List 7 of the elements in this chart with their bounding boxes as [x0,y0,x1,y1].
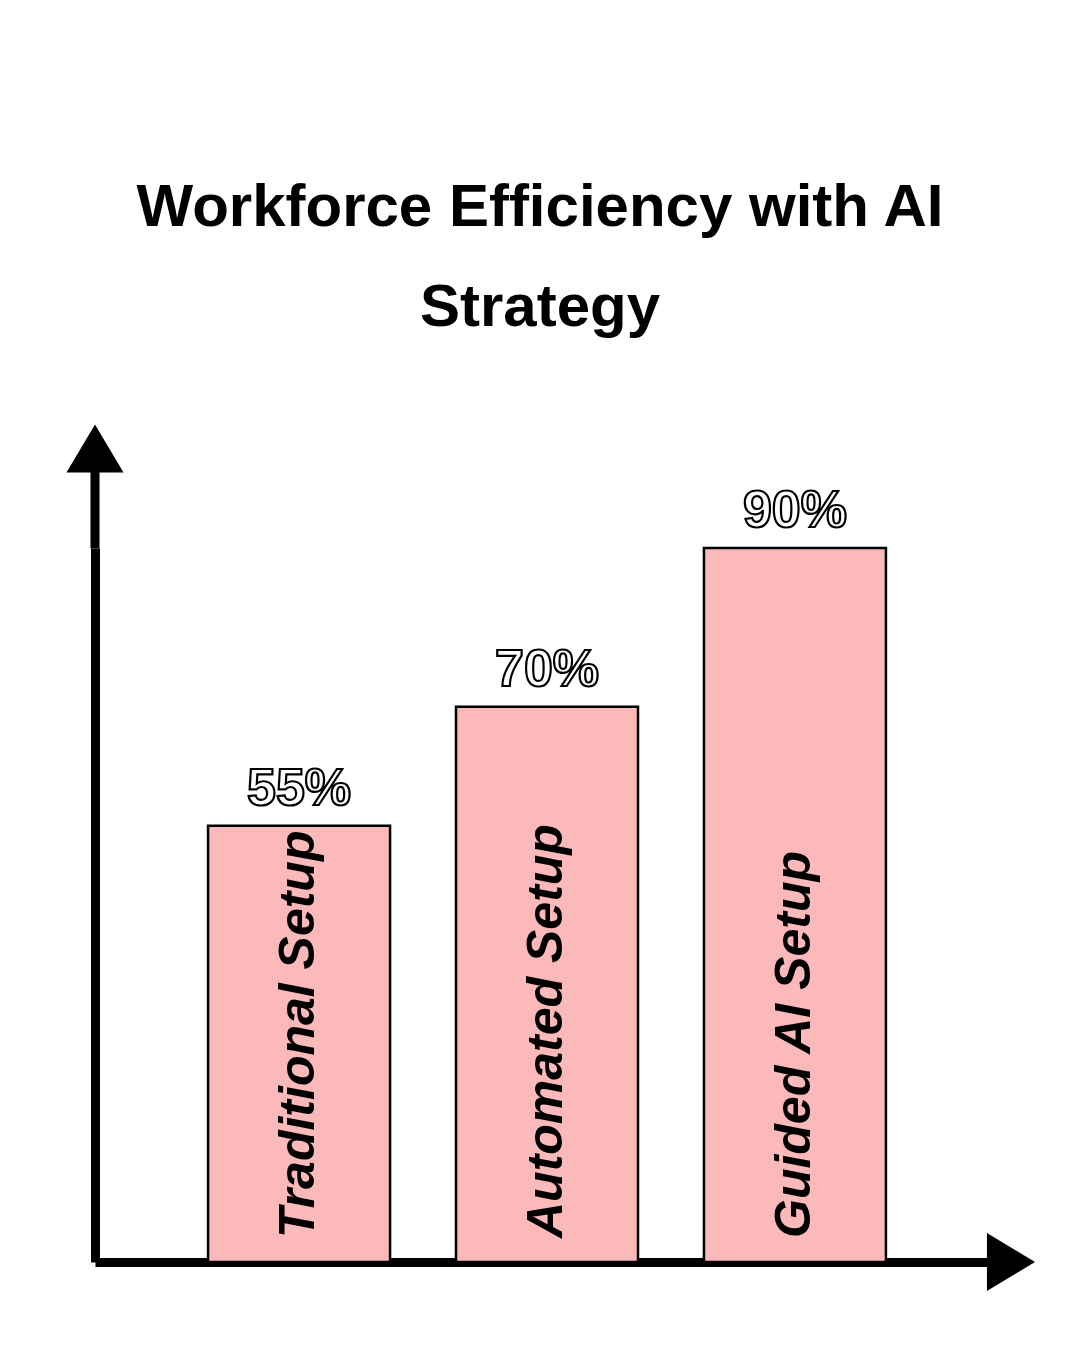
data-label: 55% [247,757,352,816]
x-tick-label: Guided AI Setup [764,850,821,1238]
data-label: 90% [742,480,847,538]
x-tick-label: Automated Setup [517,824,573,1240]
chart-title: Workforce Efficiency with AI Strategy [136,171,944,339]
x-tick-label: Traditional Setup [269,830,326,1238]
data-label: 70% [494,638,600,697]
